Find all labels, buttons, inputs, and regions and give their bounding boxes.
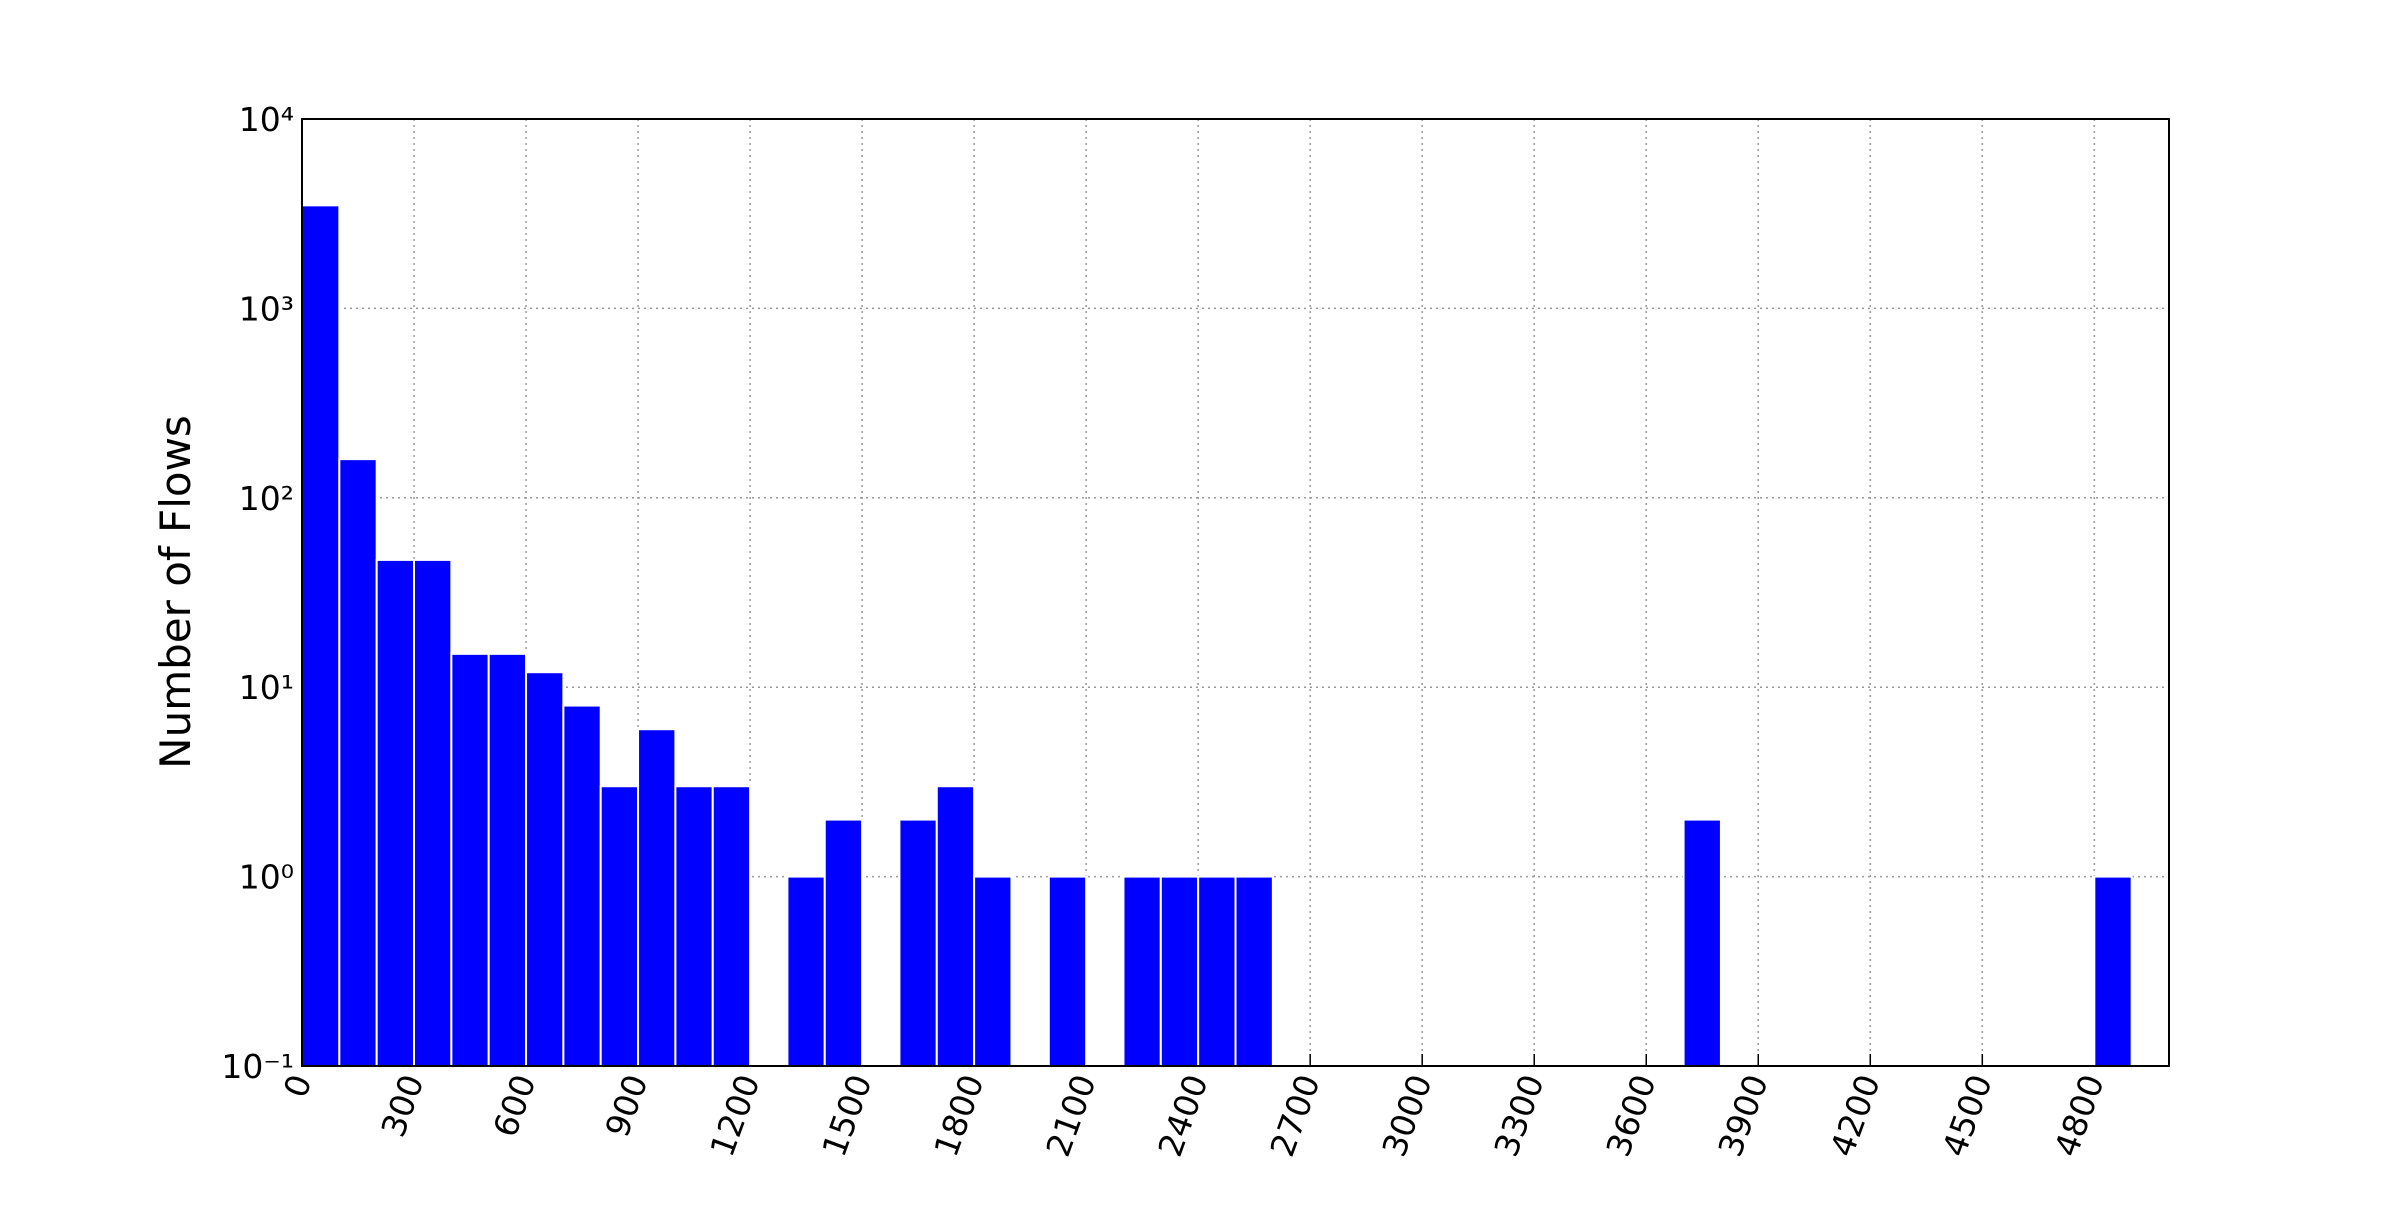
y-tick-label: 10⁴ xyxy=(239,100,294,139)
y-tick-label: 10⁻¹ xyxy=(221,1047,294,1086)
x-tick-label: 1500 xyxy=(814,1069,879,1161)
bar xyxy=(525,671,565,1067)
x-tick-label: 0 xyxy=(276,1069,320,1102)
bar xyxy=(1047,875,1088,1067)
x-tick-label: 600 xyxy=(485,1069,543,1142)
bar xyxy=(674,785,714,1067)
bar xyxy=(450,652,490,1067)
bar xyxy=(487,652,528,1067)
x-tick-label: 1200 xyxy=(702,1069,767,1161)
bar xyxy=(935,785,976,1067)
bar xyxy=(338,458,378,1068)
bar xyxy=(375,558,416,1067)
x-tick-label: 300 xyxy=(373,1069,431,1142)
bar xyxy=(1234,875,1274,1067)
bar xyxy=(711,785,752,1067)
bar xyxy=(1197,875,1237,1067)
y-tick-label: 10³ xyxy=(239,289,294,328)
bar xyxy=(786,875,826,1067)
x-tick-label: 2100 xyxy=(1038,1069,1103,1161)
y-axis-label: Number of Flows xyxy=(151,415,200,769)
x-tick-label: 3300 xyxy=(1486,1069,1551,1161)
bar xyxy=(562,704,602,1067)
bar xyxy=(1682,818,1722,1067)
y-tick-label: 10² xyxy=(239,479,294,518)
bar xyxy=(599,785,640,1067)
x-tick-label: 4500 xyxy=(1934,1069,1999,1161)
x-tick-label: 3600 xyxy=(1598,1069,1663,1161)
bar xyxy=(823,818,864,1067)
bar xyxy=(413,558,453,1067)
bar xyxy=(637,728,677,1067)
bar xyxy=(898,818,938,1067)
x-tick-label: 2400 xyxy=(1150,1069,1215,1161)
bar xyxy=(973,875,1013,1067)
plot-frame xyxy=(301,118,2170,1067)
x-tick-label: 1800 xyxy=(926,1069,991,1161)
x-tick-label: 3900 xyxy=(1710,1069,1775,1161)
y-tick-label: 10⁰ xyxy=(239,858,294,897)
y-tick-label: 10¹ xyxy=(239,668,294,707)
x-tick-label: 4800 xyxy=(2046,1069,2111,1161)
x-tick-label: 4200 xyxy=(1822,1069,1887,1161)
bar xyxy=(2093,875,2133,1067)
x-tick-label: 2700 xyxy=(1262,1069,1327,1161)
x-tick-label: 900 xyxy=(597,1069,655,1142)
bar xyxy=(1159,875,1200,1067)
x-tick-label: 3000 xyxy=(1374,1069,1439,1161)
bar xyxy=(1122,875,1162,1067)
bar xyxy=(301,204,341,1067)
